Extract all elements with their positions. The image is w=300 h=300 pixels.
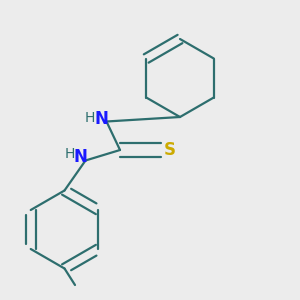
Text: H: H xyxy=(85,112,95,125)
Text: N: N xyxy=(94,110,108,128)
Text: H: H xyxy=(65,147,75,161)
Text: S: S xyxy=(164,141,176,159)
Text: N: N xyxy=(73,148,87,166)
